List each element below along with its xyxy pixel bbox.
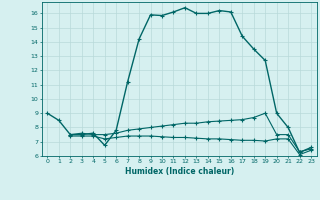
X-axis label: Humidex (Indice chaleur): Humidex (Indice chaleur) [124,167,234,176]
